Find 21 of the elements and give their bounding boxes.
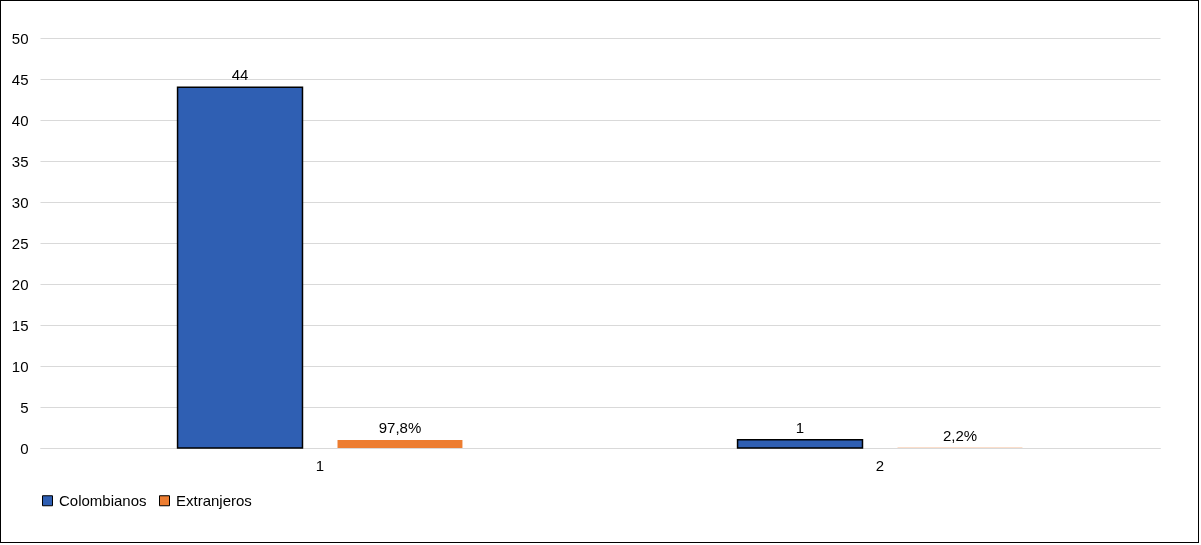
y-tick-label: 35 — [11, 152, 29, 170]
x-tick-label: 2 — [875, 456, 885, 474]
y-tick-label: 15 — [11, 316, 29, 334]
y-tick-label: 25 — [11, 234, 29, 252]
bar — [736, 439, 864, 449]
y-tick-label: 50 — [11, 29, 29, 47]
legend-label: Colombianos — [59, 491, 147, 509]
y-tick-label: 20 — [11, 275, 29, 293]
bar — [337, 439, 463, 448]
y-tick-label: 10 — [11, 357, 29, 375]
y-tick-label: 5 — [20, 398, 29, 416]
data-label: 1 — [795, 418, 805, 436]
data-label: 97,8% — [378, 418, 422, 436]
bar — [176, 86, 304, 449]
legend-label: Extranjeros — [176, 491, 252, 509]
y-tick-label: 30 — [11, 193, 29, 211]
y-tick-label: 40 — [11, 111, 29, 129]
data-label: 2,2% — [942, 426, 978, 444]
y-tick-label: 45 — [11, 70, 29, 88]
y-tick-label: 0 — [20, 439, 29, 457]
data-label: 44 — [231, 66, 249, 84]
